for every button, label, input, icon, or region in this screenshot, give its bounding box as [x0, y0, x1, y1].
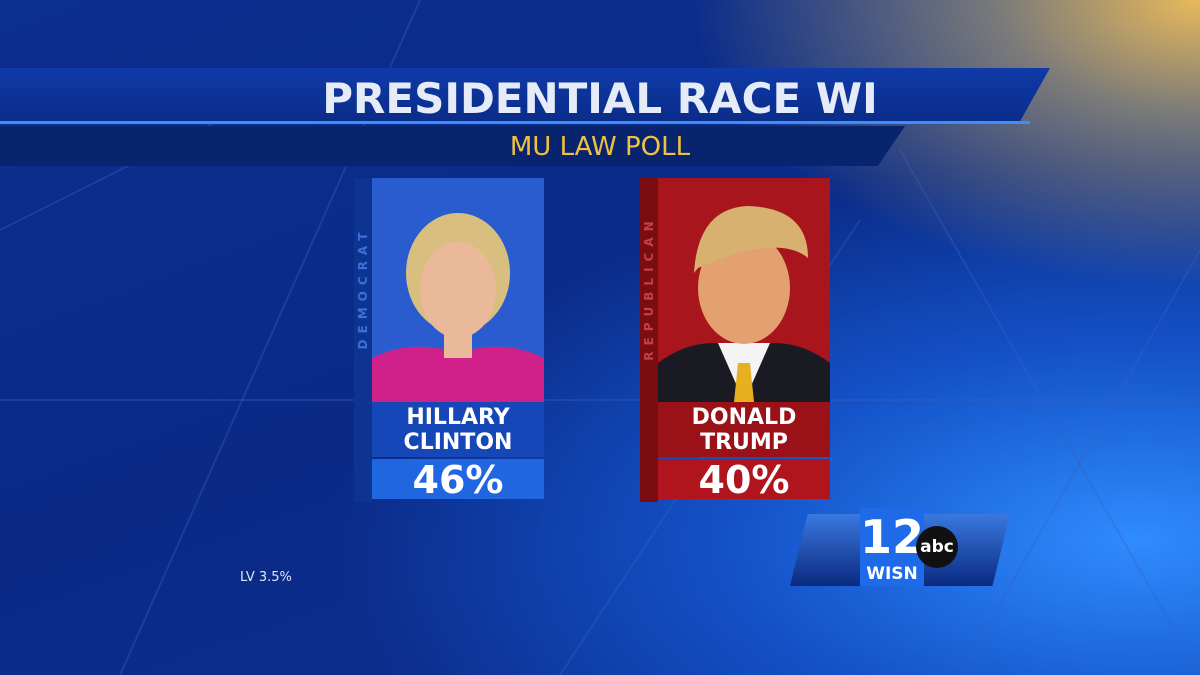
- candidate-card: DONALD TRUMP 40%: [658, 178, 830, 501]
- logo-number: 12: [860, 508, 924, 586]
- title-bar: PRESIDENTIAL RACE WI: [0, 68, 1050, 124]
- title-rule: [0, 121, 1030, 124]
- name-line: TRUMP: [700, 430, 788, 455]
- candidate-name: DONALD TRUMP: [658, 402, 830, 457]
- party-strip: DEMOCRAT: [354, 178, 372, 502]
- logo-network: abc: [916, 526, 958, 568]
- footnote: LV 3.5%: [240, 570, 292, 585]
- candidate-photo: [658, 178, 830, 402]
- candidate-name: HILLARY CLINTON: [372, 402, 544, 457]
- party-strip: REPUBLICAN: [640, 178, 658, 502]
- subtitle: MU LAW POLL: [509, 132, 691, 162]
- name-line: HILLARY: [406, 405, 510, 430]
- logo-station: WISN: [866, 564, 918, 584]
- candidate-card: HILLARY CLINTON 46%: [372, 178, 544, 501]
- candidate-percent: 46%: [372, 459, 544, 501]
- party-label: REPUBLICAN: [642, 215, 656, 361]
- party-label: DEMOCRAT: [356, 226, 370, 350]
- subtitle-bar: MU LAW POLL: [0, 126, 905, 166]
- candidate-photo: [372, 178, 544, 402]
- name-line: CLINTON: [403, 430, 513, 455]
- title: PRESIDENTIAL RACE WI: [322, 74, 878, 123]
- name-line: DONALD: [691, 405, 797, 430]
- station-logo: 12 WISN abc: [790, 508, 1010, 592]
- candidate-percent: 40%: [658, 459, 830, 501]
